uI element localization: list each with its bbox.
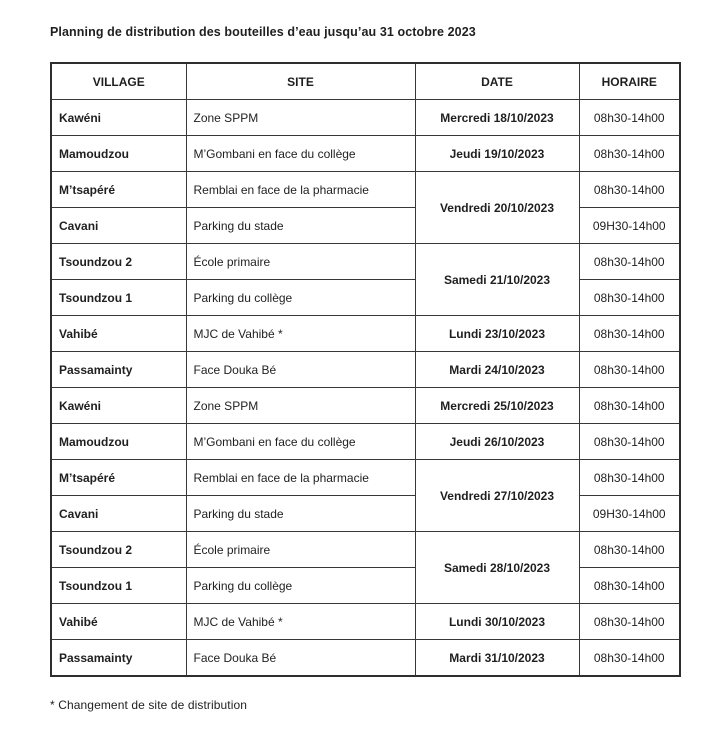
header-horaire: HORAIRE <box>578 62 681 100</box>
site-cell: Parking du stade <box>185 495 416 532</box>
village-cell: Cavani <box>50 495 187 532</box>
header-site: SITE <box>185 62 416 100</box>
table-row: Mamoudzou M’Gombani en face du collège Jeu… <box>50 135 681 172</box>
village-cell: Vahibé <box>50 315 187 352</box>
village-cell: Kawéni <box>50 99 187 136</box>
table-row: Tsoundzou 1 Parking du collège 08h30-14h00 <box>50 567 681 604</box>
site-cell: M’Gombani en face du collège <box>185 135 416 172</box>
site-cell: École primaire <box>185 243 416 280</box>
village-cell: Kawéni <box>50 387 187 424</box>
village-cell: Tsoundzou 1 <box>50 279 187 316</box>
distribution-table: VILLAGE SITE DATE HORAIRE Kawéni Zone SPP… <box>50 62 681 677</box>
date-cell: Lundi 23/10/2023 <box>414 315 580 352</box>
date-cell: Mercredi 18/10/2023 <box>414 99 580 136</box>
date-cell: Mardi 24/10/2023 <box>414 351 580 388</box>
table-row: Cavani Parking du stade 09H30-14h00 <box>50 207 681 244</box>
village-cell: M’tsapéré <box>50 171 187 208</box>
village-cell: Mamoudzou <box>50 423 187 460</box>
horaire-cell: 08h30-14h00 <box>578 315 681 352</box>
table-row: Passamainty Face Douka Bé Mardi 24/10/2023… <box>50 351 681 388</box>
village-cell: Vahibé <box>50 603 187 640</box>
document-page: Planning de distribution des bouteilles … <box>50 25 681 712</box>
table-row: Kawéni Zone SPPM Mercredi 25/10/2023 08h30-… <box>50 387 681 424</box>
village-cell: Tsoundzou 2 <box>50 531 187 568</box>
site-cell: M’Gombani en face du collège <box>185 423 416 460</box>
village-cell: Passamainty <box>50 351 187 388</box>
table-row: Cavani Parking du stade 09H30-14h00 <box>50 495 681 532</box>
footnote: * Changement de site de distribution <box>50 698 248 712</box>
horaire-cell: 08h30-14h00 <box>578 351 681 388</box>
date-cell: Samedi 21/10/2023 <box>414 243 580 316</box>
horaire-cell: 08h30-14h00 <box>578 135 681 172</box>
site-cell: MJC de Vahibé * <box>185 315 416 352</box>
header-date: DATE <box>414 62 580 100</box>
horaire-cell: 08h30-14h00 <box>578 423 681 460</box>
horaire-cell: 08h30-14h00 <box>578 531 681 568</box>
table-row: Tsoundzou 1 Parking du collège 08h30-14h00 <box>50 279 681 316</box>
page-title: Planning de distribution des bouteilles … <box>50 25 476 39</box>
header-village: VILLAGE <box>50 62 187 100</box>
table-row: Tsoundzou 2 École primaire Samedi 21/10/20… <box>50 243 681 316</box>
date-cell: Vendredi 20/10/2023 <box>414 171 580 244</box>
village-cell: Passamainty <box>50 639 187 677</box>
site-cell: Zone SPPM <box>185 387 416 424</box>
site-cell: Remblai en face de la pharmacie <box>185 171 416 208</box>
site-cell: Remblai en face de la pharmacie <box>185 459 416 496</box>
header-row: VILLAGE SITE DATE HORAIRE <box>50 62 681 100</box>
date-cell: Jeudi 19/10/2023 <box>414 135 580 172</box>
village-cell: Cavani <box>50 207 187 244</box>
table-row: M’tsapéré Remblai en face de la pharmacie… <box>50 171 681 244</box>
horaire-cell: 08h30-14h00 <box>578 171 681 208</box>
horaire-cell: 08h30-14h00 <box>578 639 681 677</box>
site-cell: MJC de Vahibé * <box>185 603 416 640</box>
horaire-cell: 08h30-14h00 <box>578 99 681 136</box>
horaire-cell: 08h30-14h00 <box>578 459 681 496</box>
date-cell: Samedi 28/10/2023 <box>414 531 580 604</box>
table-row: Vahibé MJC de Vahibé * Lundi 23/10/2023 08h… <box>50 315 681 352</box>
horaire-cell: 09H30-14h00 <box>578 207 681 244</box>
table-row: M’tsapéré Remblai en face de la pharmacie… <box>50 459 681 532</box>
village-cell: Tsoundzou 2 <box>50 243 187 280</box>
village-cell: M’tsapéré <box>50 459 187 496</box>
village-cell: Mamoudzou <box>50 135 187 172</box>
table-row: Passamainty Face Douka Bé Mardi 31/10/2023… <box>50 639 681 677</box>
site-cell: Parking du collège <box>185 279 416 316</box>
table-row: Vahibé MJC de Vahibé * Lundi 30/10/2023 08h… <box>50 603 681 640</box>
date-cell: Vendredi 27/10/2023 <box>414 459 580 532</box>
site-cell: Parking du collège <box>185 567 416 604</box>
site-cell: École primaire <box>185 531 416 568</box>
date-cell: Mercredi 25/10/2023 <box>414 387 580 424</box>
site-cell: Face Douka Bé <box>185 639 416 677</box>
horaire-cell: 08h30-14h00 <box>578 603 681 640</box>
site-cell: Zone SPPM <box>185 99 416 136</box>
horaire-cell: 08h30-14h00 <box>578 567 681 604</box>
site-cell: Face Douka Bé <box>185 351 416 388</box>
date-cell: Mardi 31/10/2023 <box>414 639 580 677</box>
table-row: Kawéni Zone SPPM Mercredi 18/10/2023 08h30-… <box>50 99 681 136</box>
horaire-cell: 08h30-14h00 <box>578 279 681 316</box>
date-cell: Lundi 30/10/2023 <box>414 603 580 640</box>
date-cell: Jeudi 26/10/2023 <box>414 423 580 460</box>
horaire-cell: 08h30-14h00 <box>578 243 681 280</box>
horaire-cell: 09H30-14h00 <box>578 495 681 532</box>
village-cell: Tsoundzou 1 <box>50 567 187 604</box>
table-row: Tsoundzou 2 École primaire Samedi 28/10/20… <box>50 531 681 604</box>
site-cell: Parking du stade <box>185 207 416 244</box>
table-body: Kawéni Zone SPPM Mercredi 18/10/2023 08h30-… <box>50 99 681 677</box>
horaire-cell: 08h30-14h00 <box>578 387 681 424</box>
table-row: Mamoudzou M’Gombani en face du collège Jeu… <box>50 423 681 460</box>
